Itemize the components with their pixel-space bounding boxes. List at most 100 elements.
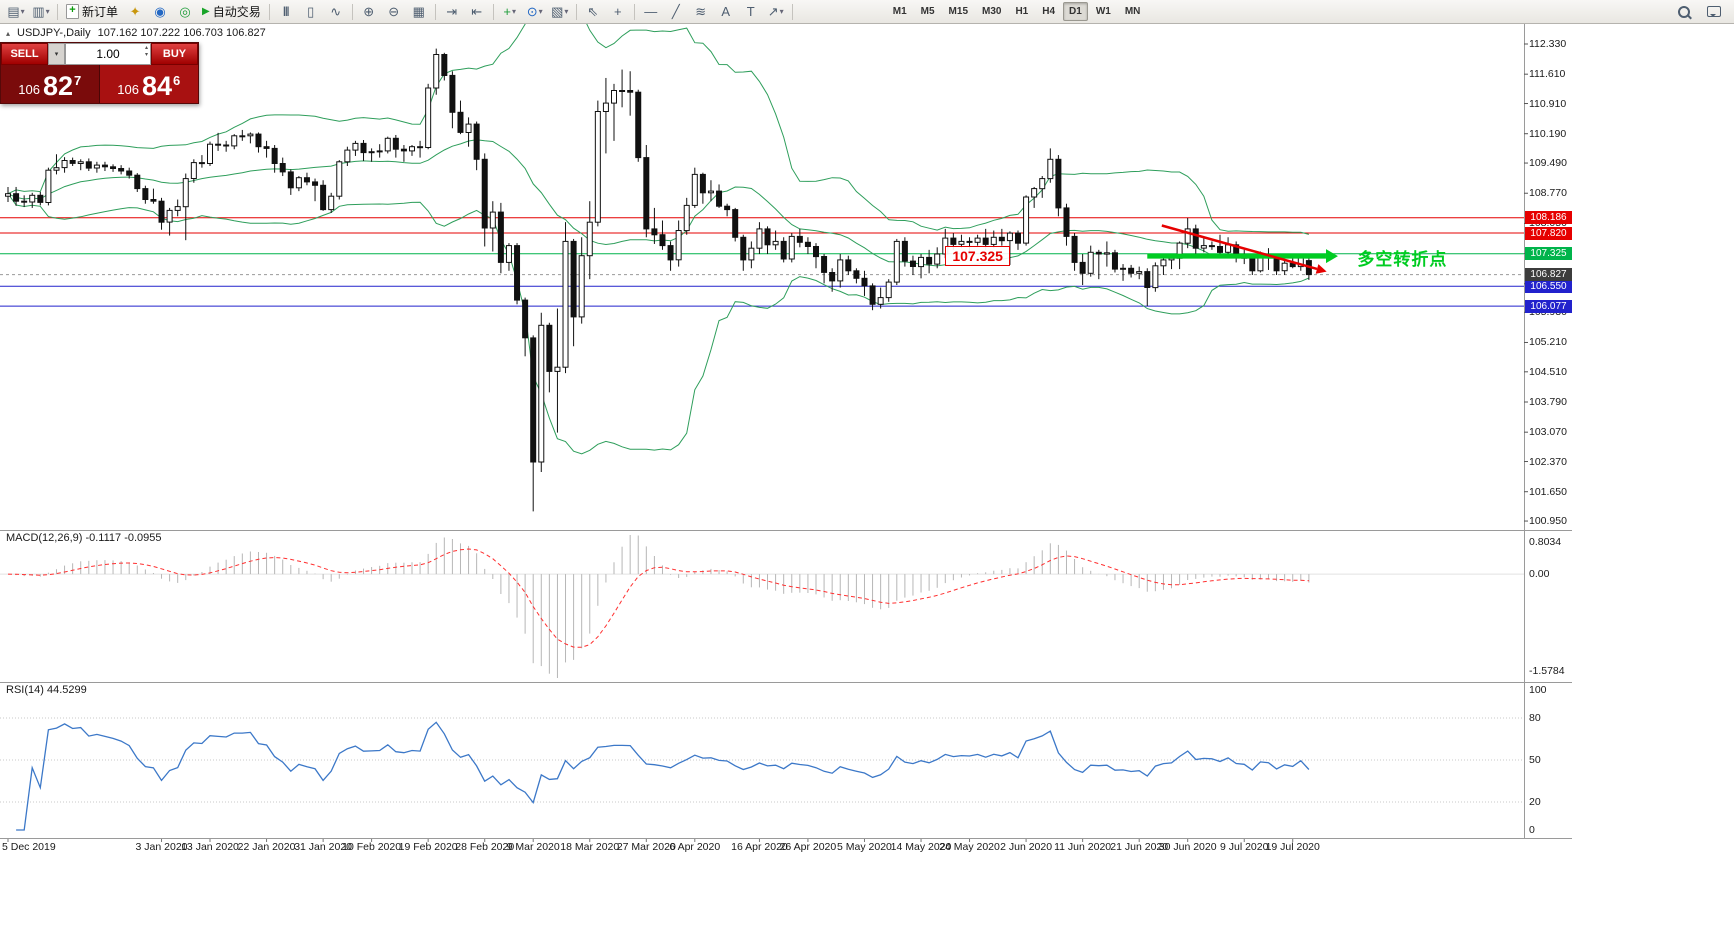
zoom-out-icon[interactable]: ⊖ xyxy=(382,2,406,22)
volume-dropdown-button[interactable]: ▾ xyxy=(48,43,65,65)
new-order-icon: + xyxy=(66,4,79,19)
templates-glyph: ▧ xyxy=(551,3,564,19)
arrows-glyph: ↗ xyxy=(767,3,779,19)
candle-chart-mode-icon[interactable]: ▯ xyxy=(299,2,323,22)
chart-marker-icon: ▴ xyxy=(6,28,11,38)
volume-spinner[interactable]: ▴ ▾ xyxy=(145,45,148,59)
buy-price-display[interactable]: 106 84 6 xyxy=(99,65,198,103)
volume-input[interactable] xyxy=(83,46,133,62)
magnifier-glyph xyxy=(1678,5,1690,18)
buy-price-pips: 84 xyxy=(141,71,172,101)
toolbar-separator xyxy=(791,3,793,20)
hline-glyph: — xyxy=(644,4,658,19)
profiles-glyph: ▥ xyxy=(32,3,45,19)
chevron-down-icon: ▾ xyxy=(779,7,784,16)
zoom-out-glyph: ⊖ xyxy=(388,3,400,19)
text-label-tool-icon[interactable]: T xyxy=(739,2,763,22)
trendline-glyph: ╱ xyxy=(671,3,680,19)
trendline-tool-icon[interactable]: ╱ xyxy=(664,2,688,22)
crosshair-glyph: + xyxy=(613,4,622,19)
add-indicator-glyph: + xyxy=(503,4,512,19)
sell-price-point: 7 xyxy=(74,73,82,88)
level-lines[interactable] xyxy=(0,217,1524,307)
buy-button[interactable]: BUY xyxy=(151,43,198,65)
trade-panel-prices: 106 82 7 106 84 6 xyxy=(1,65,198,103)
toolbar: ▤ ▾ ▥ ▾ + 新订单 ✦ ◉ ◎ ▶ 自动交易 ||| ▯ ∿ ⊕ ⊖ ▦ ⇥ ⇤… xyxy=(0,0,1734,24)
new-chart-icon[interactable]: ▤ ▾ xyxy=(4,2,28,22)
periods-icon[interactable]: ⊙ ▾ xyxy=(523,2,547,22)
market-watch-glyph: ✦ xyxy=(129,3,141,19)
arrows-tool-icon[interactable]: ↗ ▾ xyxy=(764,2,788,22)
timeframe-w1-button[interactable]: W1 xyxy=(1095,6,1111,17)
chart-shift-glyph: ⇤ xyxy=(471,3,483,19)
auto-trading-button[interactable]: ▶ 自动交易 xyxy=(198,2,265,22)
search-icon[interactable] xyxy=(1672,2,1696,22)
timeframe-m1-button[interactable]: M1 xyxy=(892,6,907,17)
toolbar-separator xyxy=(633,3,635,20)
market-watch-icon[interactable]: ✦ xyxy=(123,2,147,22)
templates-icon[interactable]: ▧ ▾ xyxy=(548,2,572,22)
bollinger-bands xyxy=(7,24,1310,455)
auto-trading-label: 自动交易 xyxy=(212,5,261,19)
timeframe-toolbar: M1 M5 M15 M30 H1 H4 D1 W1 MN xyxy=(887,2,1147,21)
buy-price-point: 6 xyxy=(173,73,181,88)
sell-button[interactable]: SELL xyxy=(1,43,48,65)
toolbar-separator xyxy=(351,3,353,20)
drawn-objects[interactable] xyxy=(1147,224,1338,274)
ohlc-values: 107.162 107.222 106.703 106.827 xyxy=(97,27,266,39)
auto-scroll-glyph: ⇥ xyxy=(446,3,458,19)
bar-chart-mode-icon[interactable]: ||| xyxy=(274,2,298,22)
chevron-down-icon: ▾ xyxy=(45,7,50,16)
symbol-info: ▴ USDJPY-,Daily 107.162 107.222 106.703 … xyxy=(6,27,266,39)
text-tool-icon[interactable]: A xyxy=(714,2,738,22)
macd-histogram xyxy=(15,535,1310,678)
timeframe-h4-button[interactable]: H4 xyxy=(1042,6,1056,17)
navigator-icon[interactable]: ◎ xyxy=(173,2,197,22)
timeframe-h1-button[interactable]: H1 xyxy=(1015,6,1029,17)
horizontal-line-tool-icon[interactable]: — xyxy=(639,2,663,22)
chevron-down-icon: ▾ xyxy=(512,7,517,16)
zoom-in-glyph: ⊕ xyxy=(363,3,375,19)
chart-shift-icon[interactable]: ⇤ xyxy=(465,2,489,22)
spinner-up-icon[interactable]: ▴ xyxy=(144,45,148,51)
sell-price-display[interactable]: 106 82 7 xyxy=(1,65,100,103)
candles-series xyxy=(5,48,1312,512)
add-indicator-icon[interactable]: + ▾ xyxy=(498,2,522,22)
chevron-down-icon: ▾ xyxy=(20,7,25,16)
timeframe-m15-button[interactable]: M15 xyxy=(948,6,968,17)
profiles-icon[interactable]: ▥ ▾ xyxy=(29,2,53,22)
new-order-label: 新订单 xyxy=(82,5,119,19)
crosshair-icon[interactable]: + xyxy=(606,2,630,22)
text-label-glyph: T xyxy=(746,4,755,19)
chevron-down-icon: ▾ xyxy=(564,7,569,16)
timeframe-m5-button[interactable]: M5 xyxy=(920,6,935,17)
spinner-down-icon[interactable]: ▾ xyxy=(144,52,148,58)
timeframe-mn-button[interactable]: MN xyxy=(1124,6,1141,17)
toolbar-separator xyxy=(575,3,577,20)
candle-chart-glyph: ▯ xyxy=(307,3,315,19)
periods-glyph: ⊙ xyxy=(526,3,538,19)
toolbar-separator xyxy=(434,3,436,20)
toolbar-separator xyxy=(268,3,270,20)
timeframe-d1-button[interactable]: D1 xyxy=(1063,2,1088,21)
chat-icon[interactable] xyxy=(1702,2,1726,22)
data-window-icon[interactable]: ◉ xyxy=(148,2,172,22)
navigator-glyph: ◎ xyxy=(179,3,191,19)
auto-trading-icon: ▶ xyxy=(202,6,210,17)
bar-chart-glyph: ||| xyxy=(283,6,289,17)
line-chart-mode-icon[interactable]: ∿ xyxy=(324,2,348,22)
turning-point-annotation[interactable]: 多空转折点 xyxy=(1357,249,1448,269)
tile-windows-icon[interactable]: ▦ xyxy=(407,2,431,22)
fibonacci-tool-icon[interactable]: ≋ xyxy=(689,2,713,22)
data-window-glyph: ◉ xyxy=(154,3,166,19)
chevron-down-icon: ▾ xyxy=(538,7,543,16)
symbol-title: USDJPY-,Daily xyxy=(17,27,91,39)
cursor-icon[interactable]: ⇖ xyxy=(581,2,605,22)
auto-scroll-icon[interactable]: ⇥ xyxy=(440,2,464,22)
price-annotation-label[interactable]: 107.325 xyxy=(945,245,1010,266)
timeframe-m30-button[interactable]: M30 xyxy=(982,6,1002,17)
zoom-in-icon[interactable]: ⊕ xyxy=(357,2,381,22)
new-order-button[interactable]: + 新订单 xyxy=(62,2,122,22)
